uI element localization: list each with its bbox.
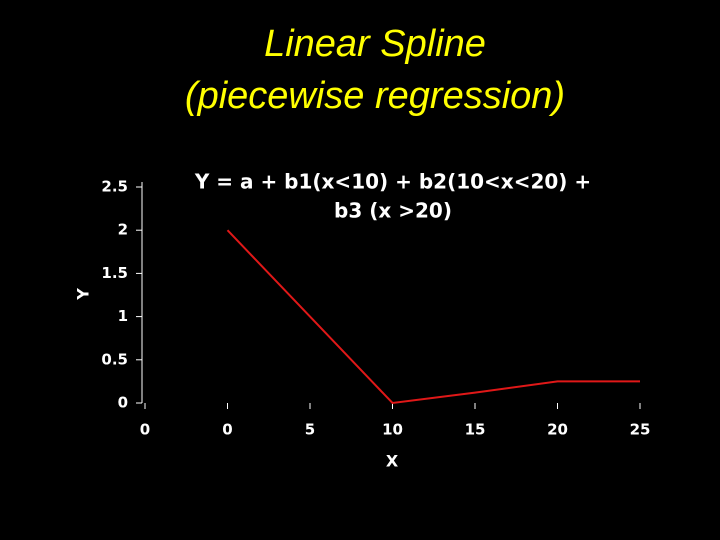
y-tick-label: 0: [118, 394, 128, 412]
x-tick-label: 15: [465, 421, 486, 439]
title-line: Linear Spline: [264, 23, 486, 65]
y-tick-label: 2: [118, 221, 128, 239]
x-tick-label: 5: [305, 421, 315, 439]
x-axis-label: X: [386, 452, 399, 471]
y-tick-label: 1.5: [101, 264, 128, 282]
y-tick-label: 1: [118, 307, 128, 325]
title-line: (piecewise regression): [185, 75, 565, 117]
x-tick-label: 0: [222, 421, 232, 439]
annotation-line: Y = a + b1(x<10) + b2(10<x<20) +: [194, 170, 591, 194]
y-axis-label: Y: [74, 288, 93, 301]
y-tick-label: 2.5: [101, 178, 128, 196]
x-tick-label: 20: [547, 421, 568, 439]
y-tick-label: 0.5: [101, 350, 128, 368]
data-line: [226, 229, 640, 405]
annotation-line: b3 (x >20): [334, 199, 452, 223]
x-tick-label: 0: [140, 421, 150, 439]
x-tick-label: 10: [382, 421, 403, 439]
x-tick-label: 25: [630, 421, 651, 439]
